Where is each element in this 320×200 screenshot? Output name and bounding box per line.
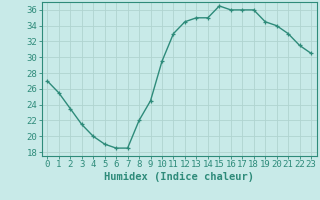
X-axis label: Humidex (Indice chaleur): Humidex (Indice chaleur) <box>104 172 254 182</box>
